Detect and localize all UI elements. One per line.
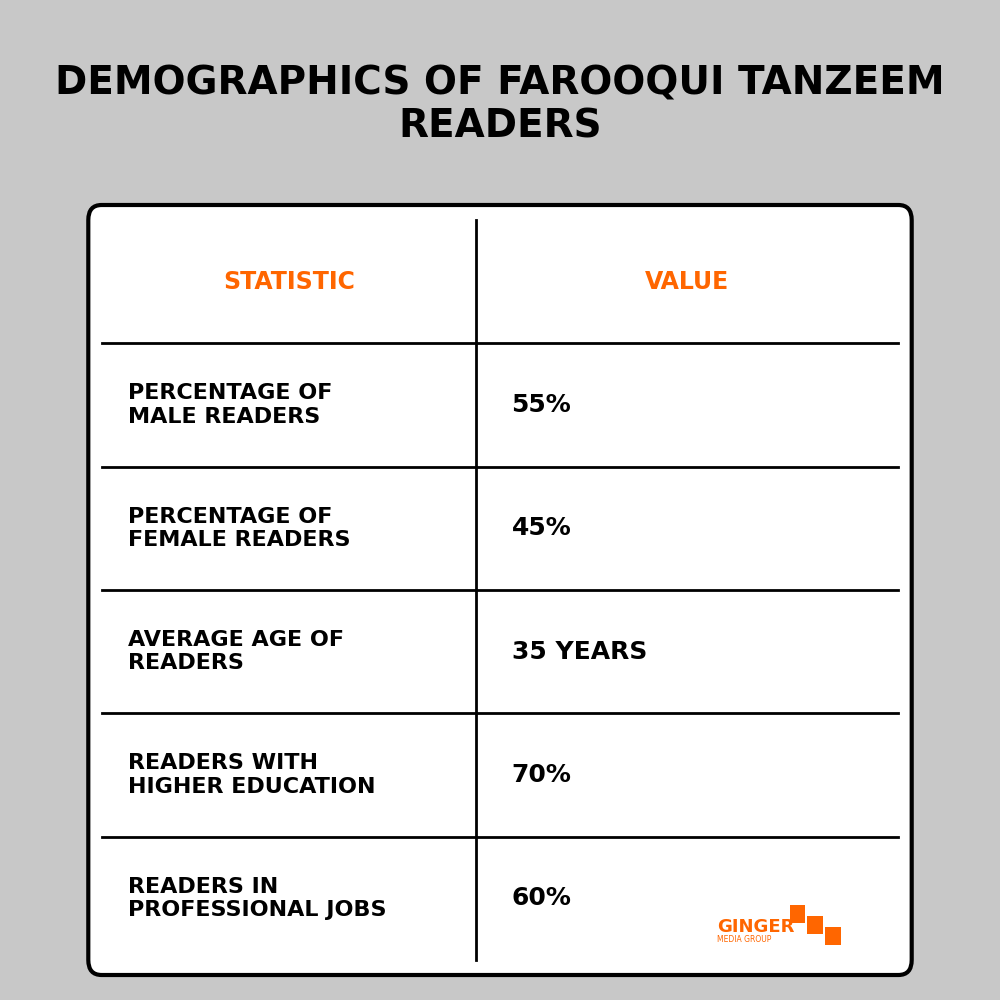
Text: 35 YEARS: 35 YEARS bbox=[512, 640, 647, 664]
Text: 70%: 70% bbox=[512, 763, 571, 787]
Text: 45%: 45% bbox=[512, 516, 571, 540]
FancyBboxPatch shape bbox=[790, 905, 805, 923]
Text: PERCENTAGE OF
FEMALE READERS: PERCENTAGE OF FEMALE READERS bbox=[128, 507, 351, 550]
Text: STATISTIC: STATISTIC bbox=[223, 270, 355, 294]
Text: READERS WITH
HIGHER EDUCATION: READERS WITH HIGHER EDUCATION bbox=[128, 753, 376, 797]
FancyBboxPatch shape bbox=[807, 916, 823, 934]
Text: READERS IN
PROFESSIONAL JOBS: READERS IN PROFESSIONAL JOBS bbox=[128, 877, 387, 920]
Text: PERCENTAGE OF
MALE READERS: PERCENTAGE OF MALE READERS bbox=[128, 383, 333, 427]
Text: VALUE: VALUE bbox=[645, 270, 729, 294]
FancyBboxPatch shape bbox=[88, 205, 912, 975]
Text: AVERAGE AGE OF
READERS: AVERAGE AGE OF READERS bbox=[128, 630, 344, 673]
Text: 55%: 55% bbox=[512, 393, 571, 417]
FancyBboxPatch shape bbox=[825, 927, 841, 945]
Text: 60%: 60% bbox=[512, 886, 571, 910]
Text: DEMOGRAPHICS OF FAROOQUI TANZEEM
READERS: DEMOGRAPHICS OF FAROOQUI TANZEEM READERS bbox=[55, 64, 945, 146]
Text: MEDIA GROUP: MEDIA GROUP bbox=[717, 934, 771, 944]
Text: GINGER: GINGER bbox=[717, 918, 794, 936]
